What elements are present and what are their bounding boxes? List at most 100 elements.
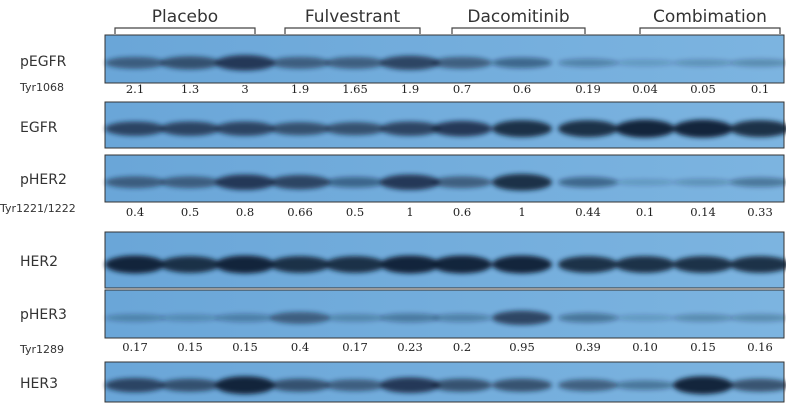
band xyxy=(558,59,618,67)
group-label: Fulvestrant xyxy=(305,7,401,27)
band xyxy=(215,55,275,71)
quantification: 0.19 xyxy=(575,82,601,96)
band xyxy=(160,379,220,392)
band xyxy=(270,312,330,324)
band xyxy=(615,179,675,186)
band xyxy=(615,256,675,273)
group-bracket xyxy=(640,28,780,34)
band xyxy=(325,57,385,69)
quantification: 0.10 xyxy=(632,340,658,354)
quantification: 0.39 xyxy=(575,340,601,354)
band xyxy=(432,121,492,137)
quantification: 0.14 xyxy=(690,205,716,219)
group-label: Placebo xyxy=(152,7,218,27)
band xyxy=(325,122,385,135)
quantification: 0.1 xyxy=(751,82,769,96)
group-bracket xyxy=(285,28,420,34)
band xyxy=(615,120,675,138)
band xyxy=(673,256,733,273)
band xyxy=(432,379,492,392)
quantification: 0.16 xyxy=(747,340,773,354)
band xyxy=(380,377,440,393)
band xyxy=(325,379,385,391)
band xyxy=(215,121,275,135)
quantification: 1 xyxy=(406,205,413,219)
band xyxy=(325,177,385,188)
quantification: 0.15 xyxy=(177,340,203,354)
blot-panel xyxy=(105,290,784,338)
band xyxy=(160,314,220,321)
quantification: 1.65 xyxy=(342,82,368,96)
quantification: 0.66 xyxy=(287,205,313,219)
quantification: 0.7 xyxy=(453,82,471,96)
quantification: 1.3 xyxy=(181,82,199,96)
quantification: 0.04 xyxy=(632,82,658,96)
band xyxy=(160,256,220,273)
band xyxy=(432,255,492,273)
band xyxy=(270,57,330,69)
phospho-site: Tyr1289 xyxy=(19,343,64,356)
band xyxy=(380,255,440,273)
quantification: 0.17 xyxy=(342,340,368,354)
quantification: 0.4 xyxy=(291,340,309,354)
band xyxy=(325,314,385,322)
band xyxy=(380,121,440,135)
quantification: 0.23 xyxy=(397,340,423,354)
band xyxy=(325,256,385,273)
quantification: 2.1 xyxy=(126,82,144,96)
band xyxy=(558,177,618,188)
row-label: pHER2 xyxy=(20,172,67,188)
row-label: pEGFR xyxy=(20,54,67,70)
band xyxy=(558,120,618,137)
quantification: 0.05 xyxy=(690,82,716,96)
group-bracket xyxy=(452,28,585,34)
band xyxy=(492,174,552,191)
quantification: 1.9 xyxy=(401,82,419,96)
phospho-site: Tyr1221/1222 xyxy=(0,202,76,215)
band xyxy=(673,120,733,138)
quantification: 0.15 xyxy=(232,340,258,354)
quantification: 0.5 xyxy=(346,205,364,219)
row-label: HER3 xyxy=(20,376,58,392)
quantification: 3 xyxy=(241,82,248,96)
row-label: HER2 xyxy=(20,254,58,270)
group-label: Dacomitinib xyxy=(467,7,569,27)
band xyxy=(270,256,330,273)
quantification: 1 xyxy=(518,205,525,219)
quantification: 0.95 xyxy=(509,340,535,354)
band xyxy=(270,175,330,189)
quantification: 0.15 xyxy=(690,340,716,354)
band xyxy=(615,60,675,67)
group-label: Combimation xyxy=(653,7,767,27)
band xyxy=(270,122,330,135)
band xyxy=(615,315,675,322)
band xyxy=(215,314,275,322)
band xyxy=(215,376,275,394)
band xyxy=(492,255,552,273)
band xyxy=(673,314,733,322)
quantification: 0.2 xyxy=(453,340,471,354)
quantification: 1.9 xyxy=(291,82,309,96)
quantification: 0.5 xyxy=(181,205,199,219)
band xyxy=(673,376,733,394)
band xyxy=(432,57,492,69)
band xyxy=(105,57,165,69)
band xyxy=(215,174,275,190)
phospho-site: Tyr1068 xyxy=(19,81,64,94)
band xyxy=(492,57,552,68)
row-label: EGFR xyxy=(20,120,58,136)
band xyxy=(380,313,440,322)
band xyxy=(160,56,220,69)
band xyxy=(492,120,552,137)
band xyxy=(432,314,492,322)
band xyxy=(432,176,492,188)
band xyxy=(492,379,552,392)
quantification: 0.33 xyxy=(747,205,773,219)
band xyxy=(673,59,733,66)
band xyxy=(558,379,618,391)
band xyxy=(558,313,618,323)
band xyxy=(105,378,165,392)
band xyxy=(105,121,165,135)
band xyxy=(105,255,165,273)
quantification: 0.6 xyxy=(453,205,471,219)
